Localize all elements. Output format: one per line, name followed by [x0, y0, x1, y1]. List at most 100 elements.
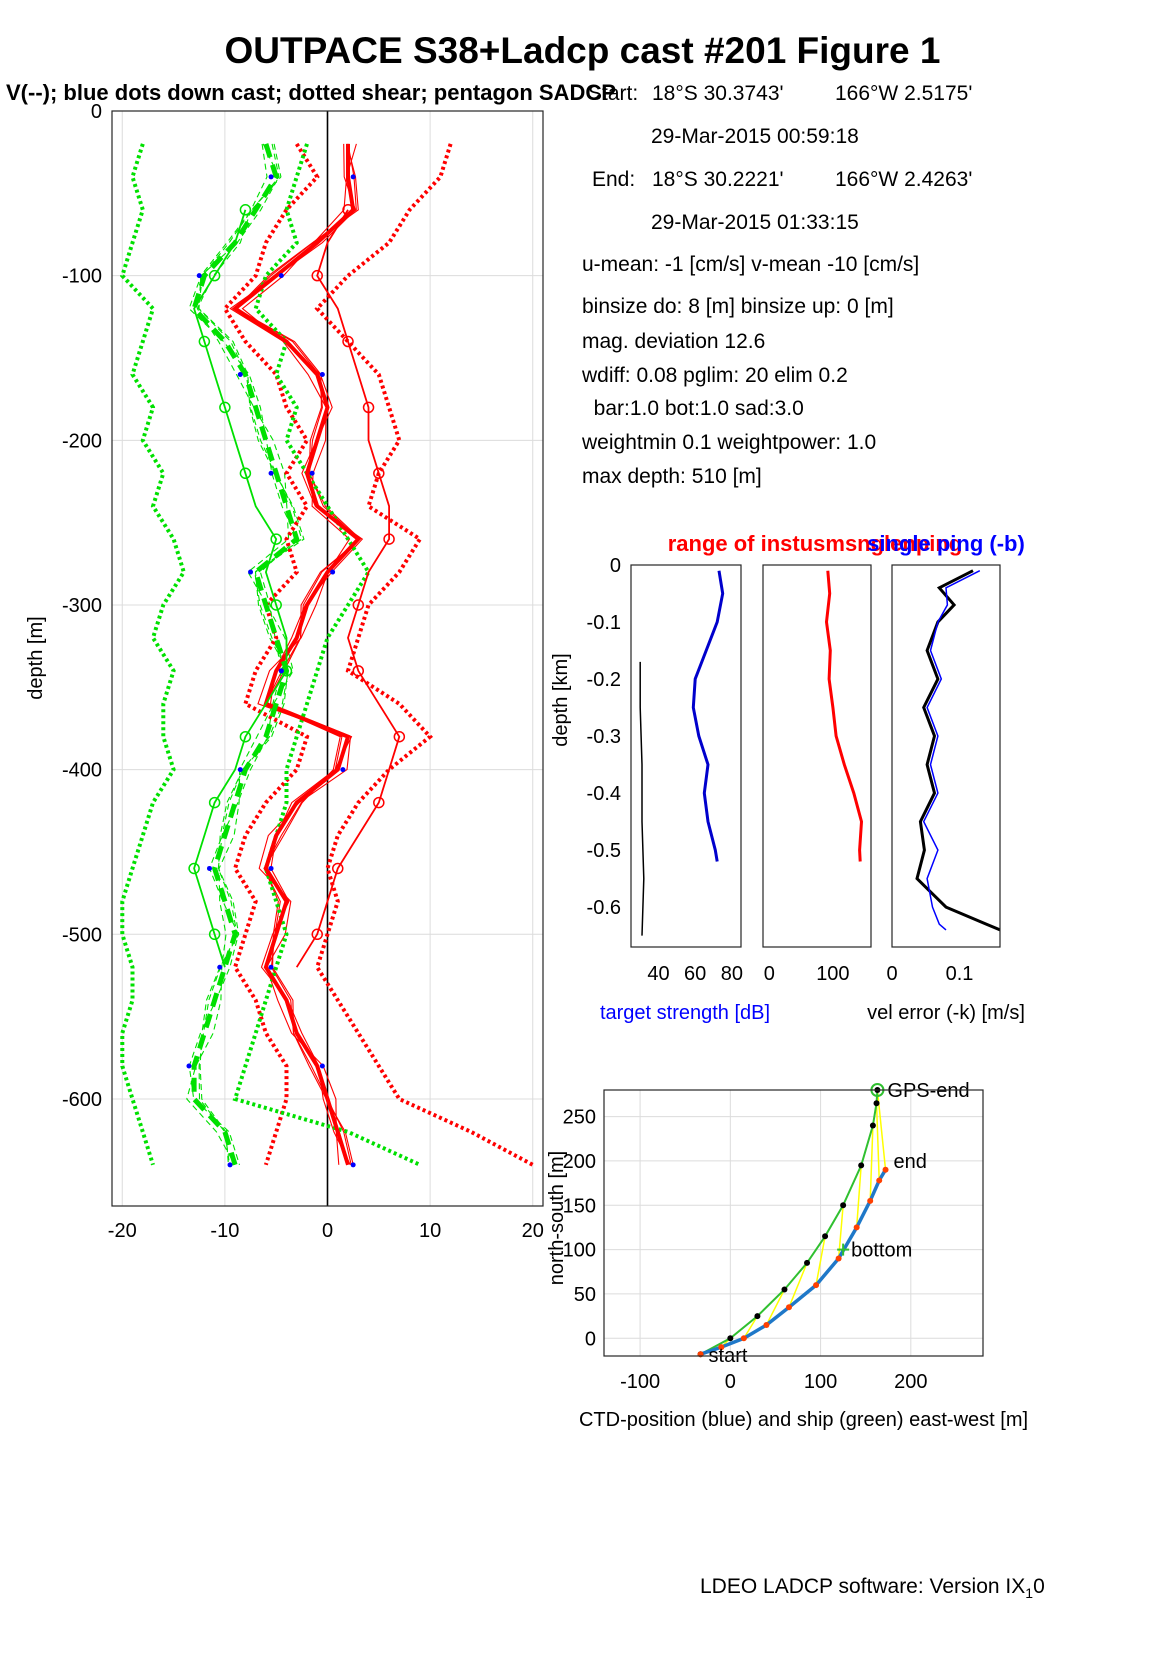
start-lon: 166°W 2.5175': [835, 82, 973, 105]
x-tick-label: -20: [108, 1220, 137, 1242]
footer-tail: 0: [1033, 1575, 1045, 1598]
position-y-tick-label: 100: [563, 1240, 596, 1262]
position-plot-area: [604, 1090, 983, 1356]
profile-y-axis-label: depth [m]: [25, 616, 47, 699]
panel-x-tick-label: 60: [684, 963, 706, 985]
v-mean-line: [191, 143, 300, 1166]
position-y-axis-label: north-south [m]: [546, 1151, 568, 1286]
bar-bot-sad: bar:1.0 bot:1.0 sad:3.0: [582, 397, 804, 420]
panel-y-tick-label: -0.2: [587, 669, 621, 691]
panel-frame: [762, 564, 872, 948]
end-lat: 18°S 30.2221': [652, 168, 784, 191]
down-cast-dot: [350, 174, 356, 180]
x-tick-label: 10: [419, 1220, 441, 1242]
weight-params: weightmin 0.1 weightpower: 1.0: [582, 431, 877, 454]
panel-frame: [891, 564, 1001, 948]
down-cast-dot: [278, 273, 284, 279]
gps-end-label: GPS-end: [887, 1080, 969, 1102]
down-cast-dot: [268, 174, 274, 180]
ctd-marker: [763, 1321, 770, 1328]
panel-x-tick-label: 0: [886, 963, 897, 985]
down-cast-dot: [268, 865, 274, 871]
u-sadcp-pentagon: [383, 533, 395, 545]
y-tick-label: -400: [62, 760, 102, 782]
v-sadcp-pentagon: [270, 599, 282, 611]
panel-y-tick-label: 0: [610, 555, 621, 577]
v-profile-line: [197, 143, 303, 1165]
vel-error-line: [915, 569, 1001, 932]
down-cast-dot: [340, 767, 346, 773]
down-cast-dot: [278, 668, 284, 674]
u-sadcp-pentagon: [373, 467, 385, 480]
ship-marker: [754, 1313, 761, 1320]
figure-subtitle: V(--); blue dots down cast; dotted shear…: [6, 80, 616, 105]
panel-x-tick-label: 0.1: [946, 963, 974, 985]
v-sadcp-pentagon: [239, 730, 252, 743]
ctd-marker: [867, 1197, 874, 1204]
u-sadcp-pentagon: [311, 269, 323, 282]
panel-x-tick-label: 100: [816, 963, 849, 985]
u-sadcp-pentagon: [373, 796, 385, 809]
x-tick-label: 0: [322, 1220, 333, 1242]
u-sadcp-pentagon: [311, 928, 323, 941]
y-tick-label: -600: [62, 1089, 102, 1111]
down-cast-dot: [319, 371, 325, 377]
panel-y-tick-label: -0.1: [587, 612, 621, 634]
position-link-line: [788, 1262, 808, 1308]
ship-marker: [781, 1286, 788, 1293]
start-time: 29-Mar-2015 00:59:18: [651, 125, 859, 148]
panel-y-tick-label: -0.6: [587, 897, 621, 919]
target-strength-line: [691, 570, 725, 862]
position-y-tick-label: 150: [563, 1195, 596, 1217]
mag-deviation: mag. deviation 12.6: [582, 330, 766, 353]
position-y-tick-label: 50: [574, 1284, 596, 1306]
u-sadcp-pentagon: [352, 665, 365, 677]
panel-area: [892, 565, 1000, 947]
down-cast-dot: [350, 1162, 356, 1168]
y-tick-label: -200: [62, 430, 102, 452]
v-sadcp-pentagon: [208, 269, 221, 282]
down-cast-dot: [206, 865, 212, 871]
footer-sub: 1: [1025, 1585, 1034, 1602]
position-x-axis-label: CTD-position (blue) and ship (green) eas…: [579, 1409, 1028, 1431]
u-shear-high-line: [314, 143, 534, 1167]
position-link-line: [765, 1289, 786, 1326]
panel-area: [631, 565, 741, 947]
down-cast-dot: [309, 470, 315, 476]
end-time: 29-Mar-2015 01:33:15: [651, 211, 859, 234]
v-sadcp-pentagon: [270, 533, 282, 545]
ctd-marker: [785, 1304, 792, 1311]
position-y-tick-label: 0: [585, 1328, 596, 1350]
ctd-marker: [835, 1255, 842, 1262]
range-title: range of instusmsnglenping: [668, 531, 963, 556]
y-tick-label: -500: [62, 924, 102, 946]
down-cast-dot: [248, 569, 254, 575]
down-cast-dot: [268, 964, 274, 970]
figure-title: OUTPACE S38+Ladcp cast #201 Figure 1: [224, 30, 941, 71]
u-sadcp-pentagon: [332, 862, 344, 875]
mean-velocity: u-mean: -1 [cm/s] v-mean -10 [cm/s]: [582, 253, 920, 276]
panel-area: [763, 565, 871, 947]
down-cast-dot: [227, 1162, 233, 1168]
v-profile-line: [188, 143, 298, 1165]
position-x-tick-label: -100: [620, 1371, 660, 1393]
ctd-marker: [853, 1224, 860, 1231]
v-sadcp-line: [193, 209, 288, 968]
u-sadcp-line: [295, 209, 401, 968]
y-tick-label: 0: [91, 101, 102, 123]
position-frame: [603, 1089, 984, 1357]
ship-marker: [727, 1335, 734, 1342]
v-sadcp-pentagon: [198, 335, 211, 348]
down-cast-dot: [330, 569, 336, 575]
position-link-line: [869, 1125, 874, 1201]
end-label: End:: [592, 168, 636, 191]
u-sadcp-pentagon: [342, 335, 354, 348]
y-tick-label: -300: [62, 595, 102, 617]
vel-error-label: vel error (-k) [m/s]: [867, 1002, 1025, 1024]
position-link-line: [855, 1165, 862, 1228]
panel-x-tick-label: 80: [721, 963, 743, 985]
down-cast-dot: [237, 767, 243, 773]
range-line: [824, 570, 864, 862]
u-sadcp-pentagon: [342, 204, 354, 216]
